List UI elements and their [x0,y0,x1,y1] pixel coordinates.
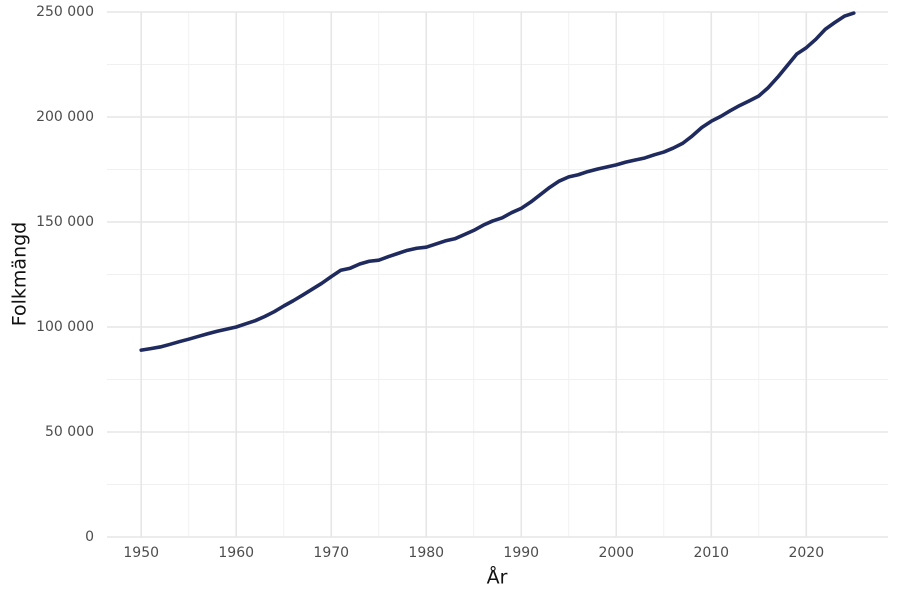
x-tick-label: 2010 [693,545,729,561]
x-tick-label: 1960 [218,545,254,561]
y-tick-label: 50 000 [45,424,94,440]
y-tick-label: 250 000 [36,4,94,20]
x-tick-label: 1980 [408,545,444,561]
x-tick-label: 1970 [313,545,349,561]
x-axis-title: År [487,566,508,589]
y-tick-label: 200 000 [36,109,94,125]
y-tick-label: 100 000 [36,319,94,335]
y-tick-label: 0 [85,529,94,545]
x-tick-label: 1990 [503,545,539,561]
x-tick-label: 2000 [598,545,634,561]
x-tick-label: 2020 [788,545,824,561]
y-axis-title: Folkmängd [9,222,31,326]
y-tick-label: 150 000 [36,214,94,230]
x-tick-label: 1950 [123,545,159,561]
data-line [139,11,856,352]
